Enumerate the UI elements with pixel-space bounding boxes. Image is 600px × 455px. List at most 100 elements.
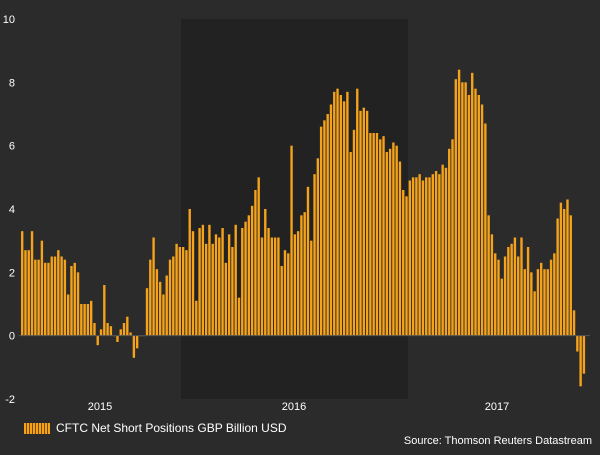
- bar: [80, 304, 83, 336]
- bar: [293, 234, 297, 336]
- bar: [211, 243, 214, 336]
- bar: [477, 95, 480, 336]
- bar: [484, 123, 487, 336]
- x-tick-label: 2015: [88, 401, 112, 413]
- bar: [411, 177, 415, 336]
- bar: [89, 300, 93, 336]
- bar: [533, 291, 536, 336]
- bar: [339, 95, 343, 336]
- bar: [349, 152, 352, 336]
- bar: [536, 269, 540, 336]
- bar: [398, 161, 402, 336]
- bar: [526, 247, 530, 336]
- bar: [264, 209, 267, 336]
- bar: [369, 133, 372, 336]
- bar: [487, 215, 490, 336]
- legend-swatch: [24, 422, 50, 434]
- bar: [461, 82, 464, 336]
- legend-label: CFTC Net Short Positions GBP Billion USD: [56, 421, 287, 435]
- bar: [362, 107, 366, 336]
- bar: [227, 234, 231, 336]
- bar: [579, 335, 582, 387]
- bar: [195, 300, 198, 336]
- bar: [480, 104, 484, 336]
- bar: [375, 133, 379, 336]
- bar: [316, 158, 320, 336]
- bar: [310, 240, 313, 336]
- bar: [543, 269, 546, 336]
- bar: [116, 335, 119, 342]
- bar: [218, 237, 221, 336]
- y-tick-label: 2: [9, 267, 15, 279]
- bar: [517, 256, 520, 336]
- bar: [336, 88, 339, 336]
- bar: [497, 259, 500, 336]
- bar: [415, 177, 418, 336]
- bar: [204, 243, 208, 336]
- bar: [135, 335, 139, 349]
- y-tick-label: 8: [9, 77, 15, 89]
- bar: [86, 304, 90, 336]
- x-tick-label: 2016: [282, 401, 306, 413]
- bar: [267, 228, 270, 336]
- bar: [300, 215, 303, 336]
- bar: [40, 240, 44, 336]
- bar: [431, 174, 434, 336]
- y-tick-label: 0: [9, 331, 15, 343]
- bar: [457, 69, 461, 336]
- bar: [569, 215, 572, 336]
- bar: [434, 171, 438, 336]
- bar: [563, 209, 566, 336]
- bar: [83, 304, 86, 336]
- bar: [503, 256, 507, 336]
- bar: [21, 231, 24, 336]
- bar: [63, 259, 67, 336]
- bar: [494, 253, 497, 336]
- bar: [181, 247, 185, 336]
- bar: [103, 285, 106, 336]
- bar: [451, 139, 454, 336]
- bar: [178, 247, 182, 336]
- bar: [346, 91, 349, 336]
- bar: [119, 329, 122, 336]
- x-tick-label: 2017: [485, 401, 509, 413]
- y-axis: -2 0 2 4 6 8 10: [3, 14, 15, 406]
- bar: [60, 256, 63, 336]
- bar: [326, 114, 329, 336]
- y-tick-label: 4: [9, 204, 15, 216]
- bar: [260, 237, 264, 336]
- bar: [559, 202, 563, 336]
- bar: [126, 316, 129, 336]
- bar: [122, 323, 126, 336]
- bar: [30, 231, 34, 336]
- bar: [464, 82, 467, 336]
- y-tick-label: 10: [3, 14, 15, 26]
- bar: [250, 205, 254, 336]
- bar: [172, 256, 175, 336]
- bar: [418, 174, 421, 336]
- bar: [382, 136, 385, 336]
- bar: [566, 199, 569, 336]
- y-tick-label: -2: [5, 394, 15, 406]
- bar: [576, 335, 579, 352]
- bar: [287, 253, 290, 336]
- bar: [402, 190, 405, 336]
- bar: [438, 174, 441, 336]
- bar: [93, 323, 96, 336]
- bar: [66, 294, 70, 336]
- bar: [96, 335, 99, 346]
- x-axis: 2015 2016 2017: [88, 401, 509, 413]
- bar: [448, 148, 451, 336]
- bar: [421, 180, 425, 336]
- bar: [500, 278, 503, 336]
- bar: [490, 234, 494, 336]
- bar: [231, 247, 234, 336]
- bar: [388, 148, 392, 336]
- bar: [306, 186, 310, 336]
- bar: [572, 310, 576, 336]
- bar: [244, 221, 247, 336]
- bar: [129, 332, 132, 336]
- bar: [296, 231, 300, 336]
- bar: [70, 266, 73, 336]
